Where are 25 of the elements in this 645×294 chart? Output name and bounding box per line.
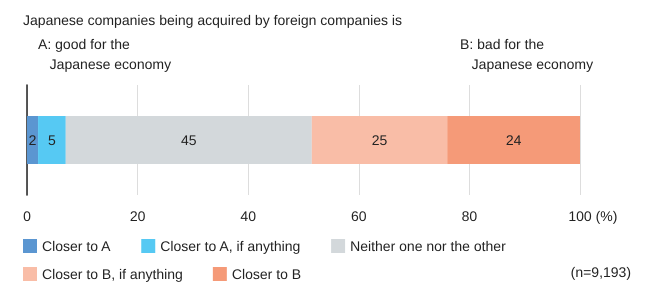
legend-label: Closer to A, if anything xyxy=(160,238,300,254)
bar xyxy=(447,116,580,164)
legend-label: Closer to B xyxy=(232,266,302,282)
text: B: bad for the Japanese economy xyxy=(460,36,594,72)
legend-label: Closer to A xyxy=(42,238,112,254)
x-tick-label: 80 xyxy=(462,208,478,224)
x-tick-label: 60 xyxy=(351,208,367,224)
text: (n=9,193) xyxy=(570,264,632,280)
data-label: 25 xyxy=(372,132,388,148)
bar xyxy=(38,116,66,164)
x-tick-label: 100 xyxy=(568,208,592,224)
x-tick-label: 0 xyxy=(23,208,32,224)
legend-label: Neither one nor the other xyxy=(350,238,506,254)
x-axis-title: (%) xyxy=(596,208,618,224)
x-tick-label: 40 xyxy=(240,208,256,224)
data-label: 45 xyxy=(180,132,197,148)
data-label: 2 xyxy=(28,132,37,148)
data-label: 24 xyxy=(506,132,522,148)
bar xyxy=(312,116,448,164)
bar xyxy=(27,116,38,164)
x-tick-label: 20 xyxy=(130,208,146,224)
data-label: 5 xyxy=(48,132,56,148)
chart-title: Japanese companies being acquired by foreign companies is xyxy=(23,12,402,28)
legend-label: Closer to B, if anything xyxy=(42,266,183,282)
text: A: good for the Japanese economy xyxy=(38,36,172,72)
